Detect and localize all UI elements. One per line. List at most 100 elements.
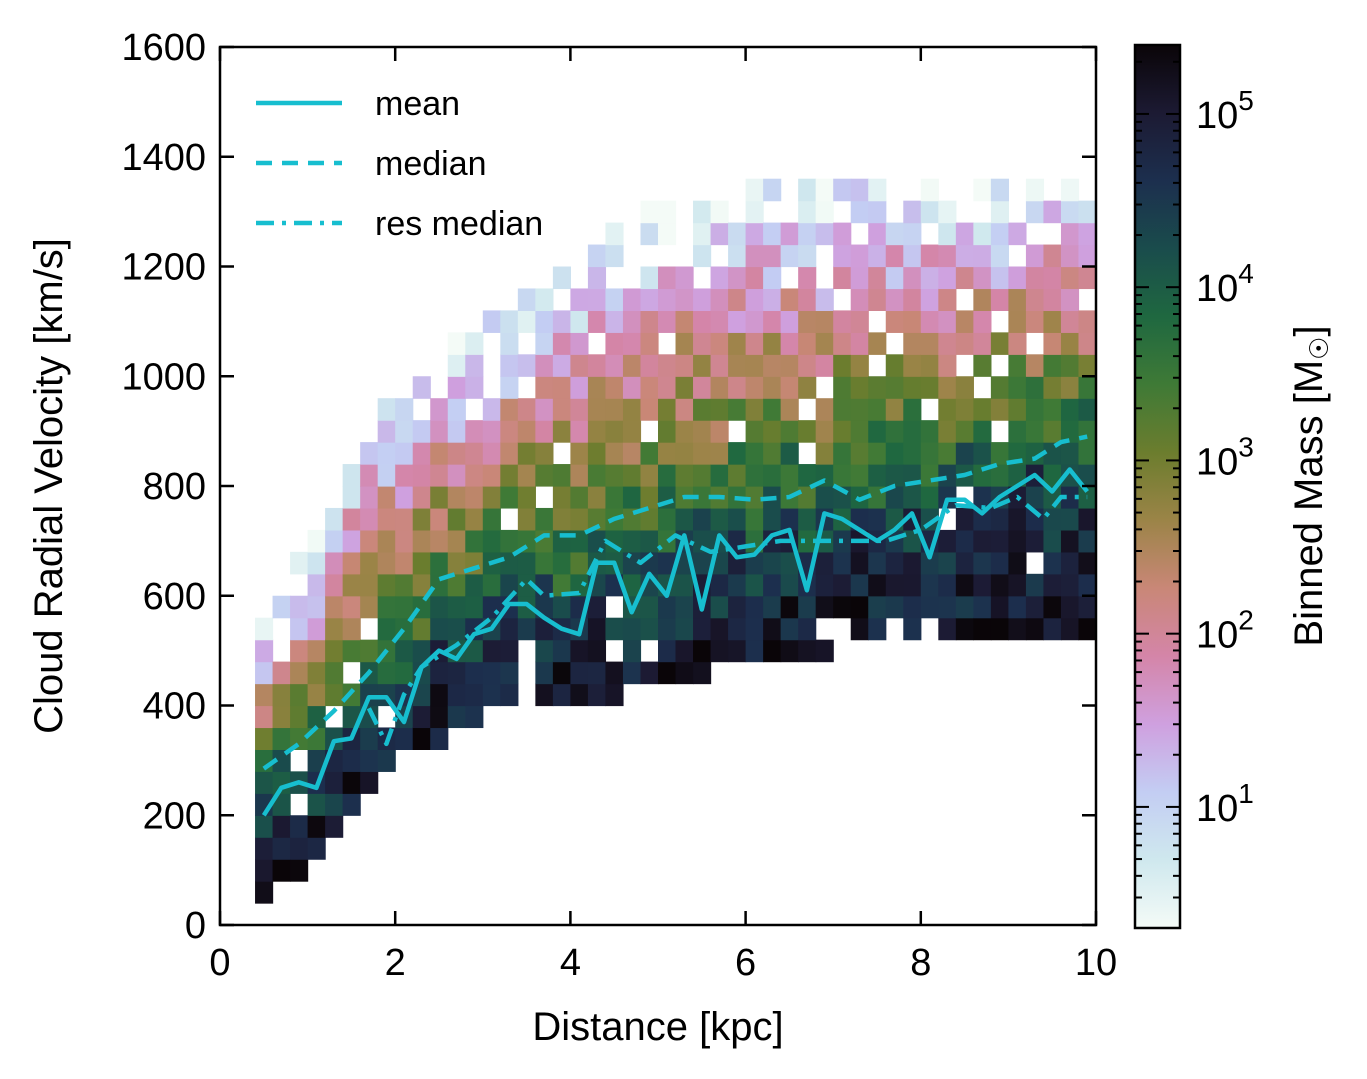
heatmap-cell bbox=[1025, 200, 1045, 224]
heatmap-cell bbox=[763, 398, 782, 421]
heatmap-cell bbox=[552, 376, 571, 399]
heatmap-cell bbox=[535, 376, 554, 399]
heatmap-cell bbox=[763, 551, 782, 575]
heatmap-cell bbox=[290, 705, 309, 729]
heatmap-cell bbox=[622, 617, 642, 641]
heatmap-cell bbox=[885, 310, 904, 333]
heatmap-cell bbox=[255, 639, 274, 663]
heatmap-cell bbox=[780, 595, 799, 619]
x-tick-label: 2 bbox=[385, 942, 406, 984]
heatmap-cell bbox=[990, 551, 1009, 575]
heatmap-cell bbox=[815, 595, 834, 619]
heatmap-cell bbox=[1078, 595, 1096, 619]
heatmap-cell bbox=[885, 573, 904, 597]
heatmap-cell bbox=[552, 354, 571, 377]
heatmap-cell bbox=[482, 639, 501, 663]
heatmap-cell bbox=[535, 442, 554, 465]
heatmap-cell bbox=[938, 486, 957, 509]
y-tick-label: 1000 bbox=[121, 356, 206, 398]
heatmap-cell bbox=[1060, 595, 1080, 619]
heatmap-cell bbox=[815, 420, 834, 443]
heatmap-cell bbox=[570, 354, 589, 377]
heatmap-cell bbox=[1043, 354, 1062, 377]
heatmap-cell bbox=[763, 266, 782, 290]
heatmap-cell bbox=[833, 376, 852, 399]
heatmap-cell bbox=[658, 376, 677, 399]
heatmap-cell bbox=[622, 398, 642, 421]
heatmap-cell bbox=[1008, 529, 1027, 553]
heatmap-cell bbox=[307, 529, 326, 553]
heatmap-cell bbox=[1025, 310, 1045, 333]
heatmap-cell bbox=[938, 222, 957, 246]
heatmap-cell bbox=[903, 442, 922, 465]
heatmap-cell bbox=[1008, 310, 1027, 333]
heatmap-cell bbox=[955, 266, 974, 290]
heatmap-cell bbox=[728, 376, 747, 399]
heatmap-cell bbox=[728, 288, 747, 311]
heatmap-cell bbox=[1008, 288, 1027, 311]
heatmap-cell bbox=[430, 683, 449, 707]
heatmap-cell bbox=[465, 595, 484, 619]
heatmap-cell bbox=[500, 442, 519, 465]
heatmap-cell bbox=[815, 486, 834, 509]
heatmap-cell bbox=[377, 683, 396, 707]
heatmap-cell bbox=[973, 310, 992, 333]
heatmap-cell bbox=[990, 573, 1009, 597]
heatmap-cell bbox=[850, 464, 869, 487]
heatmap-cell bbox=[675, 617, 694, 641]
heatmap-cell bbox=[815, 288, 834, 311]
heatmap-cell bbox=[535, 288, 554, 311]
heatmap-cell bbox=[920, 573, 939, 597]
heatmap-cell bbox=[868, 266, 887, 290]
heatmap-cell bbox=[1078, 398, 1096, 421]
heatmap-cell bbox=[780, 617, 799, 641]
heatmap-cell bbox=[1078, 244, 1096, 268]
heatmap-cell bbox=[1078, 573, 1096, 597]
heatmap-cell bbox=[605, 310, 624, 333]
heatmap-cell bbox=[587, 639, 607, 663]
heatmap-cell bbox=[500, 376, 519, 399]
heatmap-cell bbox=[482, 398, 501, 421]
heatmap-cell bbox=[938, 595, 957, 619]
heatmap-cell bbox=[535, 507, 554, 531]
heatmap-cell bbox=[780, 464, 799, 487]
heatmap-cell bbox=[850, 442, 869, 465]
heatmap-cell bbox=[728, 244, 747, 268]
heatmap-cell bbox=[675, 310, 694, 333]
heatmap-cell bbox=[780, 222, 799, 246]
heatmap-cell bbox=[938, 529, 957, 553]
heatmap-cell bbox=[517, 310, 536, 333]
heatmap-cell bbox=[570, 551, 589, 575]
heatmap-cell bbox=[850, 551, 869, 575]
heatmap-cell bbox=[763, 573, 782, 597]
heatmap-cell bbox=[780, 354, 799, 377]
heatmap-cell bbox=[745, 398, 764, 421]
heatmap-cell bbox=[430, 420, 449, 443]
heatmap-cell bbox=[868, 573, 887, 597]
heatmap-cell bbox=[587, 442, 607, 465]
heatmap-cell bbox=[640, 529, 659, 553]
heatmap-cell bbox=[745, 573, 764, 597]
heatmap-cell bbox=[552, 639, 571, 663]
heatmap-cell bbox=[658, 661, 677, 685]
heatmap-cell bbox=[658, 266, 677, 290]
heatmap-cell bbox=[745, 178, 764, 202]
heatmap-cell bbox=[675, 376, 694, 399]
heatmap-cell bbox=[325, 771, 344, 794]
heatmap-cell bbox=[587, 617, 607, 641]
heatmap-cell bbox=[798, 200, 817, 224]
heatmap-cell bbox=[868, 420, 887, 443]
heatmap-cell bbox=[728, 639, 747, 663]
heatmap-cell bbox=[798, 420, 817, 443]
heatmap-cell bbox=[535, 639, 554, 663]
heatmap-cell bbox=[552, 332, 571, 355]
heatmap-cell bbox=[395, 464, 414, 487]
heatmap-cell bbox=[903, 222, 922, 246]
heatmap-cell bbox=[903, 288, 922, 311]
heatmap-cell bbox=[763, 354, 782, 377]
heatmap-cell bbox=[1008, 376, 1027, 399]
heatmap-cell bbox=[973, 617, 992, 641]
heatmap-cell bbox=[798, 288, 817, 311]
heatmap-cell bbox=[465, 486, 484, 509]
